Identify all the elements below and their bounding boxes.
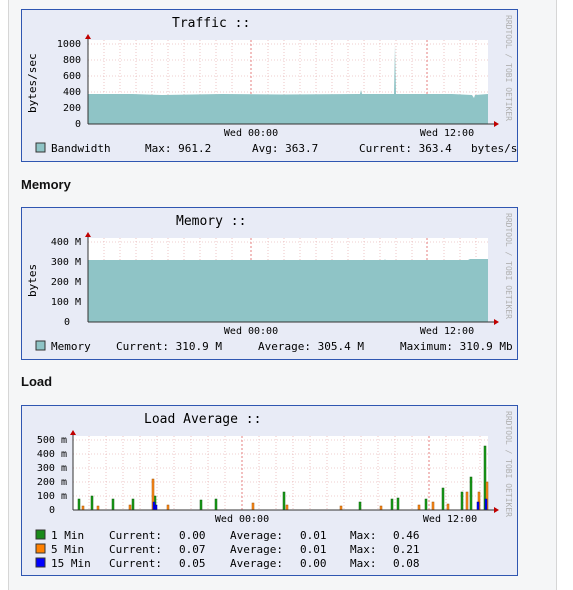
load-xtick: Wed 12:00 [423,514,477,525]
traffic-area [88,45,488,124]
load-legend-name: 1 Min [51,529,84,542]
load-legend-avg-value: 0.01 [300,529,327,542]
load-xtick: Wed 00:00 [215,514,269,525]
memory-legend-max: Maximum: 310.9 Mb [400,340,513,353]
load-legend-avg-value: 0.01 [300,543,327,556]
section-title-memory: Memory [21,177,71,192]
load-legend-swatch-15min [35,557,46,568]
load-graph-svg: Load Average :: RRDTOOL / TOBI OETIKER [35,411,513,570]
memory-ylabel: bytes [26,264,39,297]
load-plot-area [73,436,488,510]
load-legend-current-label: Current: [109,543,162,556]
load-legend-current-value: 0.05 [179,557,206,570]
traffic-title: Traffic :: [172,16,250,31]
memory-title: Memory :: [176,214,246,229]
memory-ytick: 0 [64,317,70,328]
load-ytick: 300 m [37,463,67,474]
load-legend-current-label: Current: [109,529,162,542]
memory-watermark: RRDTOOL / TOBI OETIKER [504,213,513,319]
traffic-legend-unit: bytes/s [471,142,517,155]
memory-xtick: Wed 12:00 [420,326,474,337]
memory-ytick: 200 M [51,277,81,288]
traffic-ytick: 0 [75,119,81,130]
load-legend-current-label: Current: [109,557,162,570]
memory-legend-current: Current: 310.9 M [116,340,222,353]
load-watermark: RRDTOOL / TOBI OETIKER [504,411,513,517]
load-legend-max-value: 0.21 [393,543,420,556]
memory-graph-svg: Memory :: bytes RRDTOOL / TOBI OETIKER [26,213,513,353]
traffic-xtick: Wed 12:00 [420,128,474,139]
memory-xtick: Wed 00:00 [224,326,278,337]
memory-ytick: 100 M [51,297,81,308]
load-legend-name: 15 Min [51,557,91,570]
load-legend-swatch-5min [35,543,46,554]
traffic-ylabel: bytes/sec [26,53,39,113]
load-legend-swatch-1min [35,529,46,540]
load-legend-avg-label: Average: [230,557,283,570]
memory-ytick: 400 M [51,237,81,248]
load-legend-max-label: Max: [350,557,377,570]
load-ytick: 400 m [37,449,67,460]
traffic-graph-svg: Traffic :: bytes/sec RRDTOOL / TOBI OETI… [26,15,517,155]
load-ytick: 200 m [37,477,67,488]
memory-area [88,259,488,322]
memory-ytick: 300 M [51,257,81,268]
load-legend-max-label: Max: [350,543,377,556]
load-ytick: 0 [49,505,55,516]
memory-graph: Memory :: bytes RRDTOOL / TOBI OETIKER [21,207,518,360]
load-legend-current-value: 0.00 [179,529,206,542]
load-legend-max-value: 0.46 [393,529,420,542]
traffic-legend-current: Current: 363.4 [359,142,452,155]
load-legend-avg-label: Average: [230,529,283,542]
traffic-ytick: 400 [63,87,81,98]
traffic-legend-avg: Avg: 363.7 [252,142,318,155]
load-graph: Load Average :: RRDTOOL / TOBI OETIKER [21,405,518,576]
load-legend-avg-label: Average: [230,543,283,556]
load-legend-avg-value: 0.00 [300,557,327,570]
traffic-ytick: 1000 [57,39,81,50]
traffic-legend-name: Bandwidth [51,142,111,155]
load-legend-max-label: Max: [350,529,377,542]
memory-legend-name: Memory [51,340,91,353]
load-legend-max-value: 0.08 [393,557,420,570]
memory-legend-swatch [35,340,46,351]
traffic-legend-swatch [35,142,46,153]
traffic-legend-max: Max: 961.2 [145,142,211,155]
memory-legend-avg: Average: 305.4 M [258,340,364,353]
load-legend-name: 5 Min [51,543,84,556]
traffic-graph: Traffic :: bytes/sec RRDTOOL / TOBI OETI… [21,9,518,162]
traffic-ytick: 800 [63,55,81,66]
traffic-ytick: 600 [63,71,81,82]
load-title: Load Average :: [144,412,261,427]
load-legend-current-value: 0.07 [179,543,206,556]
traffic-ytick: 200 [63,103,81,114]
load-ytick: 100 m [37,491,67,502]
section-title-load: Load [21,374,53,389]
load-ytick: 500 m [37,435,67,446]
traffic-watermark: RRDTOOL / TOBI OETIKER [504,15,513,121]
traffic-xtick: Wed 00:00 [224,128,278,139]
